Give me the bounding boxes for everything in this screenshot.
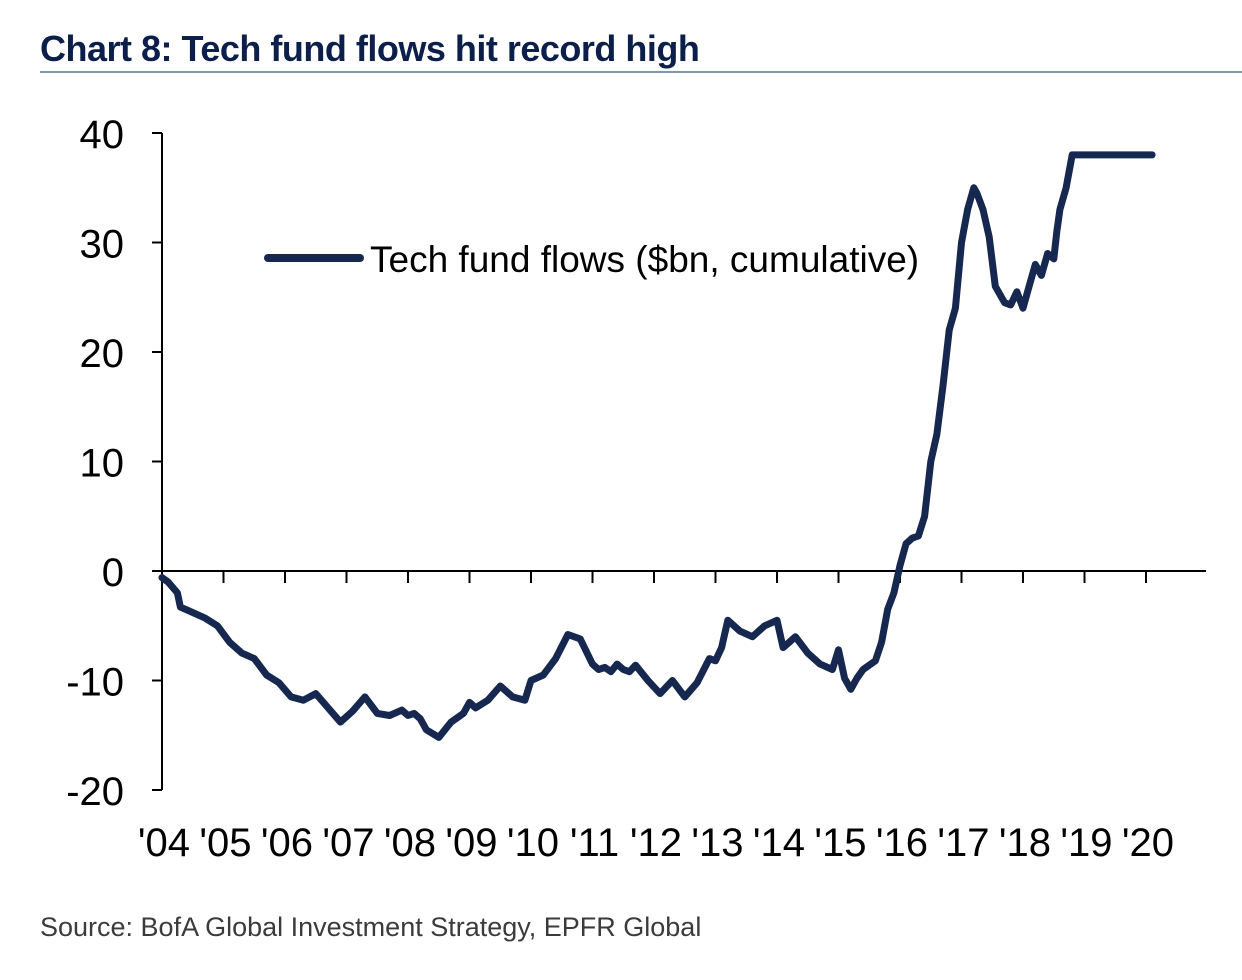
y-tick-label: 20 bbox=[80, 332, 125, 376]
x-tick-label: '16 bbox=[876, 821, 928, 865]
x-tick-label: '15 bbox=[814, 821, 866, 865]
title-divider bbox=[40, 71, 1242, 73]
source-note: Source: BofA Global Investment Strategy,… bbox=[40, 912, 702, 942]
x-tick-label: '18 bbox=[999, 821, 1051, 865]
x-tick-label: '06 bbox=[261, 821, 313, 865]
x-tick-label: '04 bbox=[138, 821, 190, 865]
x-tick-label: '13 bbox=[691, 821, 743, 865]
y-tick-label: -10 bbox=[66, 661, 124, 705]
x-tick-label: '20 bbox=[1122, 821, 1174, 865]
series-line bbox=[158, 151, 1156, 741]
x-tick-label: '19 bbox=[1060, 821, 1112, 865]
x-tick-label: '14 bbox=[753, 821, 805, 865]
legend-label: Tech fund flows ($bn, cumulative) bbox=[370, 239, 919, 280]
chart-legend: Tech fund flows ($bn, cumulative) bbox=[264, 239, 919, 280]
y-tick-label: 30 bbox=[80, 223, 125, 267]
x-tick-label: '17 bbox=[937, 821, 989, 865]
y-tick-label: 0 bbox=[102, 551, 124, 595]
x-tick-label: '05 bbox=[199, 821, 251, 865]
y-tick-label: -20 bbox=[66, 770, 124, 814]
chart-series bbox=[158, 151, 1156, 741]
chart-title: Chart 8: Tech fund flows hit record high bbox=[40, 28, 700, 69]
x-tick-label: '07 bbox=[322, 821, 374, 865]
x-tick-label: '09 bbox=[445, 821, 497, 865]
y-tick-label: 10 bbox=[80, 442, 125, 486]
x-tick-label: '08 bbox=[384, 821, 436, 865]
x-tick-label: '11 bbox=[570, 821, 619, 865]
x-tick-label: '10 bbox=[507, 821, 559, 865]
x-tick-label: '12 bbox=[630, 821, 682, 865]
y-tick-label: 40 bbox=[80, 113, 125, 157]
